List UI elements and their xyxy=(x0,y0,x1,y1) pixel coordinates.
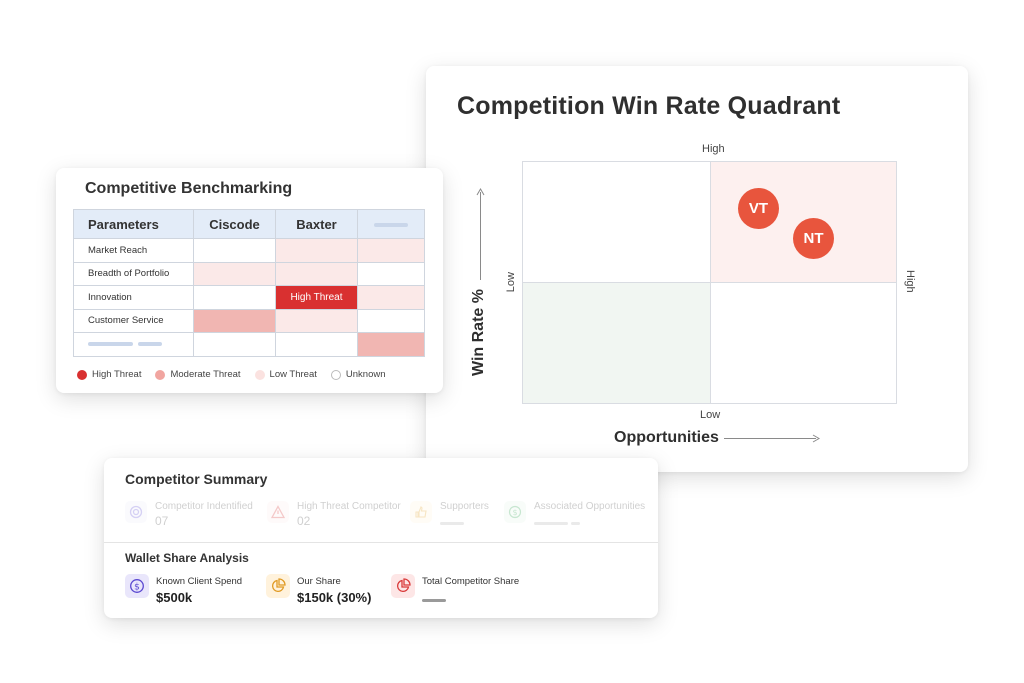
metric-label: Supporters xyxy=(440,501,489,512)
wallet-label: Our Share xyxy=(297,576,341,587)
x-axis-high-tick: High xyxy=(904,270,916,293)
legend-label: Moderate Threat xyxy=(170,369,241,380)
metric-value: 07 xyxy=(155,514,169,528)
threat-cell-low xyxy=(357,238,425,263)
row-label-customer-service: Customer Service xyxy=(73,308,194,333)
high-threat-dot-icon xyxy=(77,369,87,380)
warning-icon xyxy=(267,501,289,523)
wallet-label: Known Client Spend xyxy=(156,576,243,587)
thumbs-up-icon xyxy=(410,501,432,523)
threat-cell-low xyxy=(357,285,425,310)
threat-cell-low xyxy=(275,261,358,286)
divider xyxy=(104,542,658,543)
svg-text:$: $ xyxy=(134,582,140,592)
column-header-ciscode[interactable]: Ciscode xyxy=(193,209,276,239)
metric-label: Associated Opportunities xyxy=(534,501,646,512)
threat-cell-low xyxy=(275,238,358,263)
summary-title: Competitor Summary xyxy=(125,471,268,487)
x-axis-label: Opportunities xyxy=(614,429,719,446)
quadrant-bottom-right xyxy=(710,282,896,403)
win-rate-quadrant-card: Competition Win Rate Quadrant High Low H… xyxy=(426,66,968,472)
legend-item-unknown: Unknown xyxy=(330,369,386,380)
competitive-benchmarking-card: Competitive Benchmarking Parameters Cisc… xyxy=(56,168,443,393)
benchmark-title: Competitive Benchmarking xyxy=(85,180,293,197)
metric-supporters: Supporters xyxy=(410,501,489,528)
table-row: Innovation High Threat xyxy=(73,285,425,310)
wallet-share-title: Wallet Share Analysis xyxy=(125,551,249,565)
column-header-baxter[interactable]: Baxter xyxy=(275,209,358,239)
quadrant-top-left xyxy=(523,162,710,282)
row-label-breadth-of-portfolio: Breadth of Portfolio xyxy=(73,261,194,286)
table-row: Breadth of Portfolio xyxy=(73,261,425,286)
wallet-value-placeholder xyxy=(422,590,519,605)
benchmark-table: Parameters Ciscode Baxter Market Reach B… xyxy=(73,209,425,357)
table-row: Market Reach xyxy=(73,238,425,263)
unknown-dot-icon xyxy=(330,369,341,380)
threat-cell-low xyxy=(193,261,276,286)
metric-label: High Threat Competitor xyxy=(297,501,401,512)
y-axis-arrow-head-icon xyxy=(476,188,485,196)
row-label-placeholder xyxy=(73,332,194,357)
metric-value-placeholder xyxy=(534,514,645,528)
table-row xyxy=(73,332,425,357)
y-axis-label: Win Rate % xyxy=(470,289,487,376)
threat-cell-moderate xyxy=(357,332,425,357)
target-icon xyxy=(125,501,147,523)
wallet-label: Total Competitor Share xyxy=(422,576,520,587)
threat-legend: High Threat Moderate Threat Low Threat U… xyxy=(77,369,386,380)
moderate-threat-dot-icon xyxy=(155,369,166,380)
quadrant-title: Competition Win Rate Quadrant xyxy=(457,92,841,120)
x-axis-arrow xyxy=(724,438,816,439)
threat-cell xyxy=(357,308,425,333)
legend-label: Unknown xyxy=(345,369,386,380)
wallet-total-competitor-share: Total Competitor Share xyxy=(391,574,519,605)
y-axis-arrow xyxy=(480,192,481,280)
competitor-bubble-vt[interactable]: VT xyxy=(738,188,779,229)
wallet-value: $150k (30%) xyxy=(297,590,372,605)
table-header-row: Parameters Ciscode Baxter xyxy=(73,209,425,239)
competitor-bubble-nt[interactable]: NT xyxy=(793,218,834,259)
dollar-icon: $ xyxy=(125,574,149,598)
competitor-summary-card: Competitor Summary Competitor Indentifie… xyxy=(104,458,658,618)
legend-label: High Threat xyxy=(92,369,142,380)
low-threat-dot-icon xyxy=(254,369,265,380)
threat-cell xyxy=(193,285,276,310)
row-label-market-reach: Market Reach xyxy=(73,238,194,263)
threat-cell xyxy=(275,332,358,357)
legend-item-moderate: Moderate Threat xyxy=(155,369,241,380)
pie-chart-icon xyxy=(266,574,290,598)
threat-cell-high: High Threat xyxy=(275,285,358,310)
svg-text:$: $ xyxy=(512,508,517,517)
metric-label: Competitor Indentified xyxy=(155,501,253,512)
legend-item-low: Low Threat xyxy=(254,369,317,380)
metric-associated-opportunities: $ Associated Opportunities xyxy=(504,501,645,528)
row-label-innovation: Innovation xyxy=(73,285,194,310)
wallet-known-client-spend: $ Known Client Spend $500k xyxy=(125,574,242,605)
threat-cell xyxy=(357,261,425,286)
x-axis-arrow-head-icon xyxy=(812,434,820,443)
pie-chart-icon xyxy=(391,574,415,598)
legend-item-high: High Threat xyxy=(77,369,141,380)
wallet-our-share: Our Share $150k (30%) xyxy=(266,574,371,605)
x-axis-low-tick: Low xyxy=(505,272,517,293)
metric-competitors-identified: Competitor Indentified 07 xyxy=(125,501,253,528)
threat-cell-low xyxy=(275,308,358,333)
legend-label: Low Threat xyxy=(269,369,317,380)
quadrant-bottom-left xyxy=(523,282,710,403)
threat-cell-moderate xyxy=(193,308,276,333)
metric-value: 02 xyxy=(297,514,311,528)
table-row: Customer Service xyxy=(73,308,425,333)
y-axis-low-tick: Low xyxy=(700,409,721,421)
dollar-icon: $ xyxy=(504,501,526,523)
column-header-placeholder xyxy=(357,209,425,239)
column-header-parameters: Parameters xyxy=(73,209,194,239)
y-axis-high-tick: High xyxy=(702,143,725,155)
metric-high-threat: High Threat Competitor 02 xyxy=(267,501,401,528)
wallet-value: $500k xyxy=(156,590,193,605)
threat-cell xyxy=(193,332,276,357)
metric-value-placeholder xyxy=(440,514,489,528)
threat-cell xyxy=(193,238,276,263)
quadrant-grid: VT NT xyxy=(522,161,897,404)
